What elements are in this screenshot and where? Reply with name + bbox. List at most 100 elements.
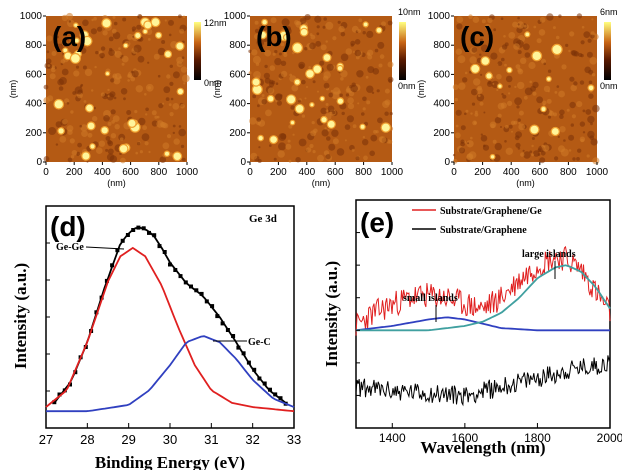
afm-texture (536, 96, 543, 104)
series-line-2 (46, 335, 295, 413)
afm-texture (517, 118, 521, 122)
afm-texture (348, 90, 355, 97)
afm-texture (145, 107, 149, 112)
afm-texture (287, 139, 291, 143)
afm-texture (346, 115, 354, 123)
afm-texture (538, 29, 546, 36)
afm-texture (584, 66, 591, 74)
afm-texture (83, 100, 87, 103)
afm-texture (275, 93, 283, 101)
afm-texture (55, 30, 59, 34)
afm-texture (248, 71, 252, 75)
afm-island (90, 144, 95, 149)
afm-texture (587, 130, 595, 139)
y-tick-label: 0 (240, 157, 246, 168)
annotation-ge-c: Ge-C (248, 337, 271, 348)
y-tick-label: 1000 (224, 11, 247, 22)
afm-texture (481, 44, 489, 53)
afm-texture (484, 23, 491, 30)
afm-texture (580, 138, 584, 143)
afm-texture (553, 112, 557, 117)
afm-texture (559, 126, 566, 133)
afm-texture (570, 123, 574, 127)
afm-texture (48, 127, 57, 135)
afm-texture (471, 102, 476, 106)
afm-texture (55, 143, 59, 146)
afm-island (323, 54, 331, 61)
x-tick-label: 800 (560, 167, 577, 178)
afm-texture (559, 114, 564, 119)
afm-texture (578, 53, 583, 57)
afm-texture (248, 49, 252, 53)
afm-texture (592, 104, 600, 113)
afm-texture (135, 85, 143, 93)
x-tick-label: 30 (163, 432, 177, 447)
afm-texture (304, 97, 307, 100)
afm-texture (508, 92, 511, 95)
plot-area-d (45, 225, 295, 413)
x-tick-label: 2000 (597, 431, 622, 445)
afm-texture (137, 141, 141, 146)
afm-texture (563, 139, 566, 142)
afm-island (327, 120, 335, 128)
afm-texture (464, 71, 468, 75)
afm-texture (355, 156, 360, 161)
x-tick-label: 0 (247, 167, 253, 178)
y-tick-label: 200 (229, 128, 246, 139)
afm-island (290, 121, 295, 125)
afm-texture (111, 28, 117, 34)
afm-texture (105, 148, 109, 152)
afm-texture (132, 29, 135, 32)
afm-texture (523, 95, 528, 100)
afm-texture (518, 110, 524, 116)
afm-texture (180, 66, 188, 73)
y-unit-label: (nm) (212, 80, 222, 99)
afm-island (530, 125, 539, 134)
afm-texture (77, 142, 82, 148)
afm-texture (539, 16, 546, 23)
afm-texture (500, 17, 504, 21)
afm-texture (515, 64, 521, 69)
afm-texture (590, 138, 598, 146)
afm-texture (514, 85, 517, 89)
afm-texture (306, 86, 308, 88)
afm-texture (547, 115, 552, 119)
series-line-0 (355, 245, 611, 336)
afm-texture (109, 47, 113, 52)
afm-texture (170, 97, 174, 101)
afm-texture (179, 28, 185, 34)
afm-texture (370, 134, 378, 142)
afm-island (498, 84, 502, 88)
x-tick-label: 400 (298, 167, 315, 178)
afm-texture (280, 60, 287, 66)
panel-c: (c) 6nm 0nm 0 200 400 600 800 1000 0 200 400 600 8… (416, 7, 618, 188)
afm-texture (316, 25, 320, 29)
afm-texture (323, 82, 330, 89)
afm-texture (579, 121, 586, 127)
afm-texture (280, 133, 287, 140)
afm-texture (315, 40, 322, 47)
afm-texture (457, 55, 466, 64)
afm-texture (577, 148, 582, 153)
afm-texture (482, 144, 490, 151)
afm-texture (480, 135, 488, 142)
afm-texture (328, 92, 334, 98)
afm-texture (462, 77, 468, 83)
afm-texture (147, 61, 150, 64)
afm-texture (323, 17, 328, 21)
afm-texture (289, 73, 293, 77)
afm-texture (375, 130, 379, 134)
afm-texture (114, 124, 120, 130)
afm-texture (571, 114, 577, 119)
afm-texture (522, 149, 525, 152)
afm-texture (182, 15, 186, 19)
afm-island (106, 72, 109, 76)
afm-texture (119, 137, 124, 141)
afm-texture (512, 21, 519, 28)
afm-island (541, 107, 546, 112)
afm-texture (452, 84, 459, 90)
afm-texture (536, 38, 542, 44)
afm-texture (466, 140, 474, 148)
afm-texture (126, 110, 132, 115)
afm-island (588, 85, 594, 91)
